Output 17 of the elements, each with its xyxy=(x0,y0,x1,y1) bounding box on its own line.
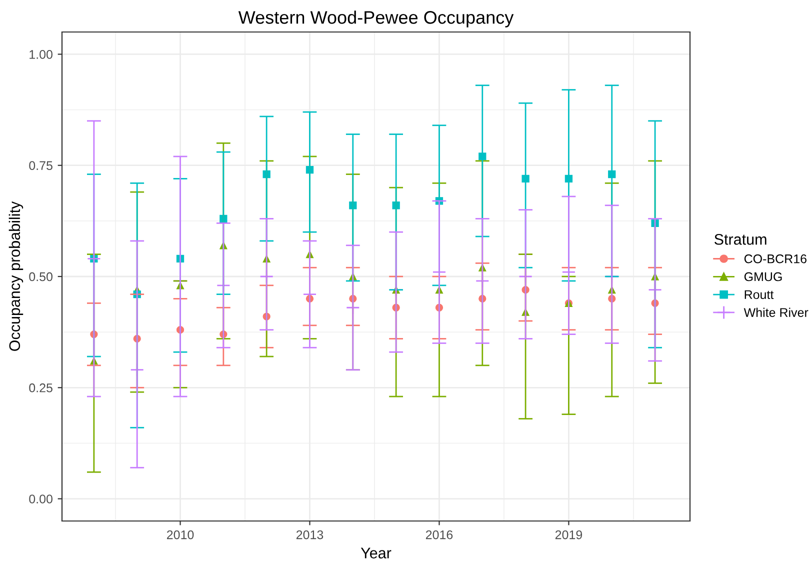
legend-label: Routt xyxy=(744,290,774,300)
legend-label: White River xyxy=(744,308,808,317)
y-tick-label: 0.75 xyxy=(29,161,52,170)
y-tick-label: 0.25 xyxy=(29,383,52,392)
y-tick-label: 1.00 xyxy=(30,50,52,59)
legend-label: GMUG xyxy=(744,272,782,282)
x-tick-label: 2019 xyxy=(555,530,582,540)
x-tick-label: 2010 xyxy=(166,530,194,540)
x-axis-title: Year xyxy=(360,548,392,558)
legend-title: Stratum xyxy=(714,234,766,245)
y-tick-label: 0.00 xyxy=(29,494,52,504)
legend-label: CO-BCR16 xyxy=(744,254,806,264)
x-tick-label: 2016 xyxy=(426,530,453,540)
y-axis-title: Occupancy probability xyxy=(8,201,24,351)
y-tick-label: 0.50 xyxy=(29,272,52,282)
x-tick-label: 2013 xyxy=(296,530,324,540)
chart-title: Western Wood-Pewee Occupancy xyxy=(238,10,514,28)
